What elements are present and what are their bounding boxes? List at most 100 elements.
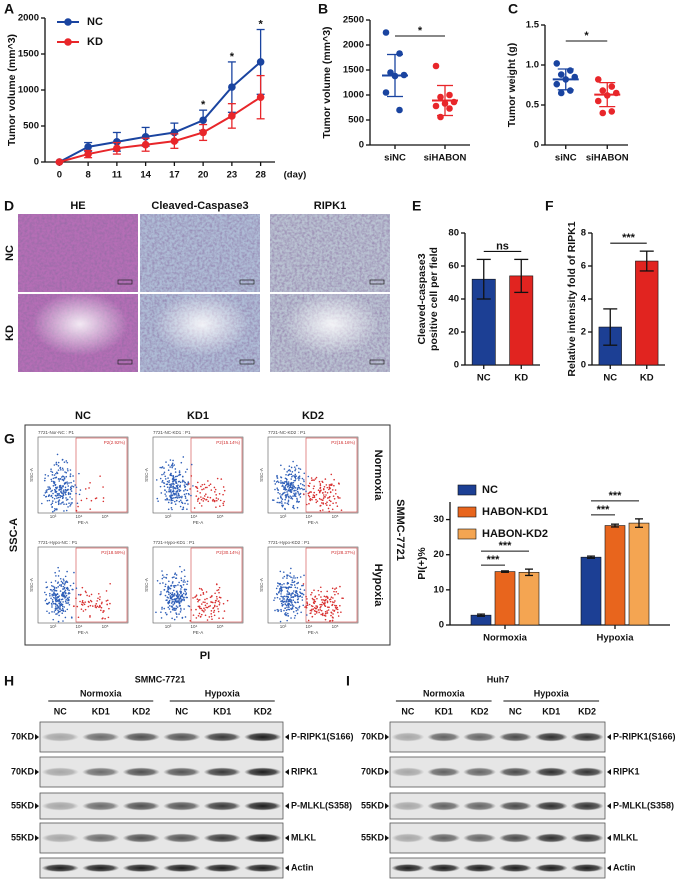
significance: * <box>584 30 589 42</box>
flow-event <box>290 491 293 494</box>
flow-event <box>218 492 221 495</box>
flow-event <box>322 494 325 496</box>
flow-event <box>67 506 69 508</box>
flow-event <box>69 496 71 498</box>
blot-label-arrow <box>285 803 289 809</box>
flow-event <box>53 591 55 593</box>
flow-event <box>295 591 298 593</box>
flow-event <box>339 604 341 607</box>
flow-event <box>52 485 55 487</box>
flow-event <box>336 608 339 611</box>
flow-event <box>284 507 286 510</box>
flow-event <box>326 600 329 602</box>
flow-event <box>280 480 282 482</box>
flow-event <box>326 590 328 593</box>
flow-event <box>214 592 216 595</box>
flow-event <box>45 593 47 596</box>
flow-event <box>176 487 179 490</box>
flow-event <box>51 496 54 499</box>
flow-event <box>289 484 291 487</box>
flow-event <box>167 501 170 504</box>
flow-event <box>170 474 173 477</box>
flow-event <box>62 478 64 481</box>
flow-plot-frame <box>37 436 129 514</box>
flow-event <box>206 619 209 621</box>
flow-event <box>217 600 220 603</box>
bar <box>635 260 659 366</box>
flow-event <box>69 469 72 471</box>
flow-event <box>282 577 284 579</box>
flow-event <box>285 496 287 499</box>
flow-event <box>64 597 66 599</box>
flow-event <box>279 570 282 573</box>
panel-letter: E <box>412 198 421 214</box>
flow-event <box>320 609 323 612</box>
flow-event <box>290 567 292 570</box>
flow-event <box>332 597 334 599</box>
blot-band <box>570 801 604 811</box>
point <box>113 144 121 153</box>
flow-event <box>215 499 218 502</box>
flow-event <box>223 489 226 492</box>
flow-event <box>326 497 329 499</box>
flow-event <box>170 492 173 494</box>
flow-event <box>59 601 62 603</box>
flow-event <box>276 476 278 478</box>
flow-event <box>109 602 111 605</box>
flow-event <box>173 618 176 621</box>
flow-event <box>164 594 167 597</box>
flow-event <box>294 606 297 609</box>
flow-event <box>301 596 303 598</box>
flow-event <box>292 599 295 602</box>
flow-event <box>296 497 298 500</box>
flow-event <box>167 464 170 466</box>
point <box>599 87 607 94</box>
y-tick-label: 0.5 <box>526 100 540 111</box>
flow-event <box>106 603 108 606</box>
flow-event <box>222 504 225 507</box>
bar <box>604 525 626 626</box>
flow-event <box>172 479 174 481</box>
flow-event <box>282 598 284 600</box>
flow-event <box>56 508 58 510</box>
flow-event <box>336 505 339 507</box>
flow-event <box>43 494 45 497</box>
flow-event <box>62 594 64 597</box>
y-axis-label: positive cell per field <box>428 247 440 351</box>
flow-event <box>169 595 172 597</box>
flow-event <box>178 500 181 503</box>
flow-event <box>303 472 306 475</box>
flow-event <box>204 604 207 607</box>
flow-event <box>330 614 332 617</box>
flow-event <box>208 616 211 618</box>
flow-event <box>182 592 185 595</box>
flow-event <box>290 599 293 601</box>
blot-title: Huh7 <box>487 674 510 684</box>
flow-event <box>64 471 66 473</box>
flow-event <box>173 592 176 595</box>
flow-inner-x-tick: 10³ <box>165 624 172 629</box>
flow-event <box>85 591 87 594</box>
flow-event <box>284 607 286 609</box>
flow-event <box>328 598 331 601</box>
point <box>557 71 565 78</box>
flow-event <box>99 475 101 477</box>
flow-event <box>306 598 308 600</box>
flow-event <box>276 596 279 599</box>
flow-event <box>282 482 284 484</box>
flow-event <box>184 495 187 498</box>
flow-event <box>57 609 59 612</box>
x-tick-label: siNC <box>384 153 406 164</box>
point <box>228 112 236 120</box>
flow-event <box>60 580 63 583</box>
flow-event <box>58 502 60 504</box>
flow-event <box>175 613 178 616</box>
flow-event <box>282 492 285 495</box>
flow-event <box>182 581 185 583</box>
flow-event <box>321 601 324 604</box>
image-column-label: RIPK1 <box>314 200 346 212</box>
flow-event <box>197 600 199 603</box>
flow-event <box>183 569 186 571</box>
flow-event <box>179 484 182 487</box>
